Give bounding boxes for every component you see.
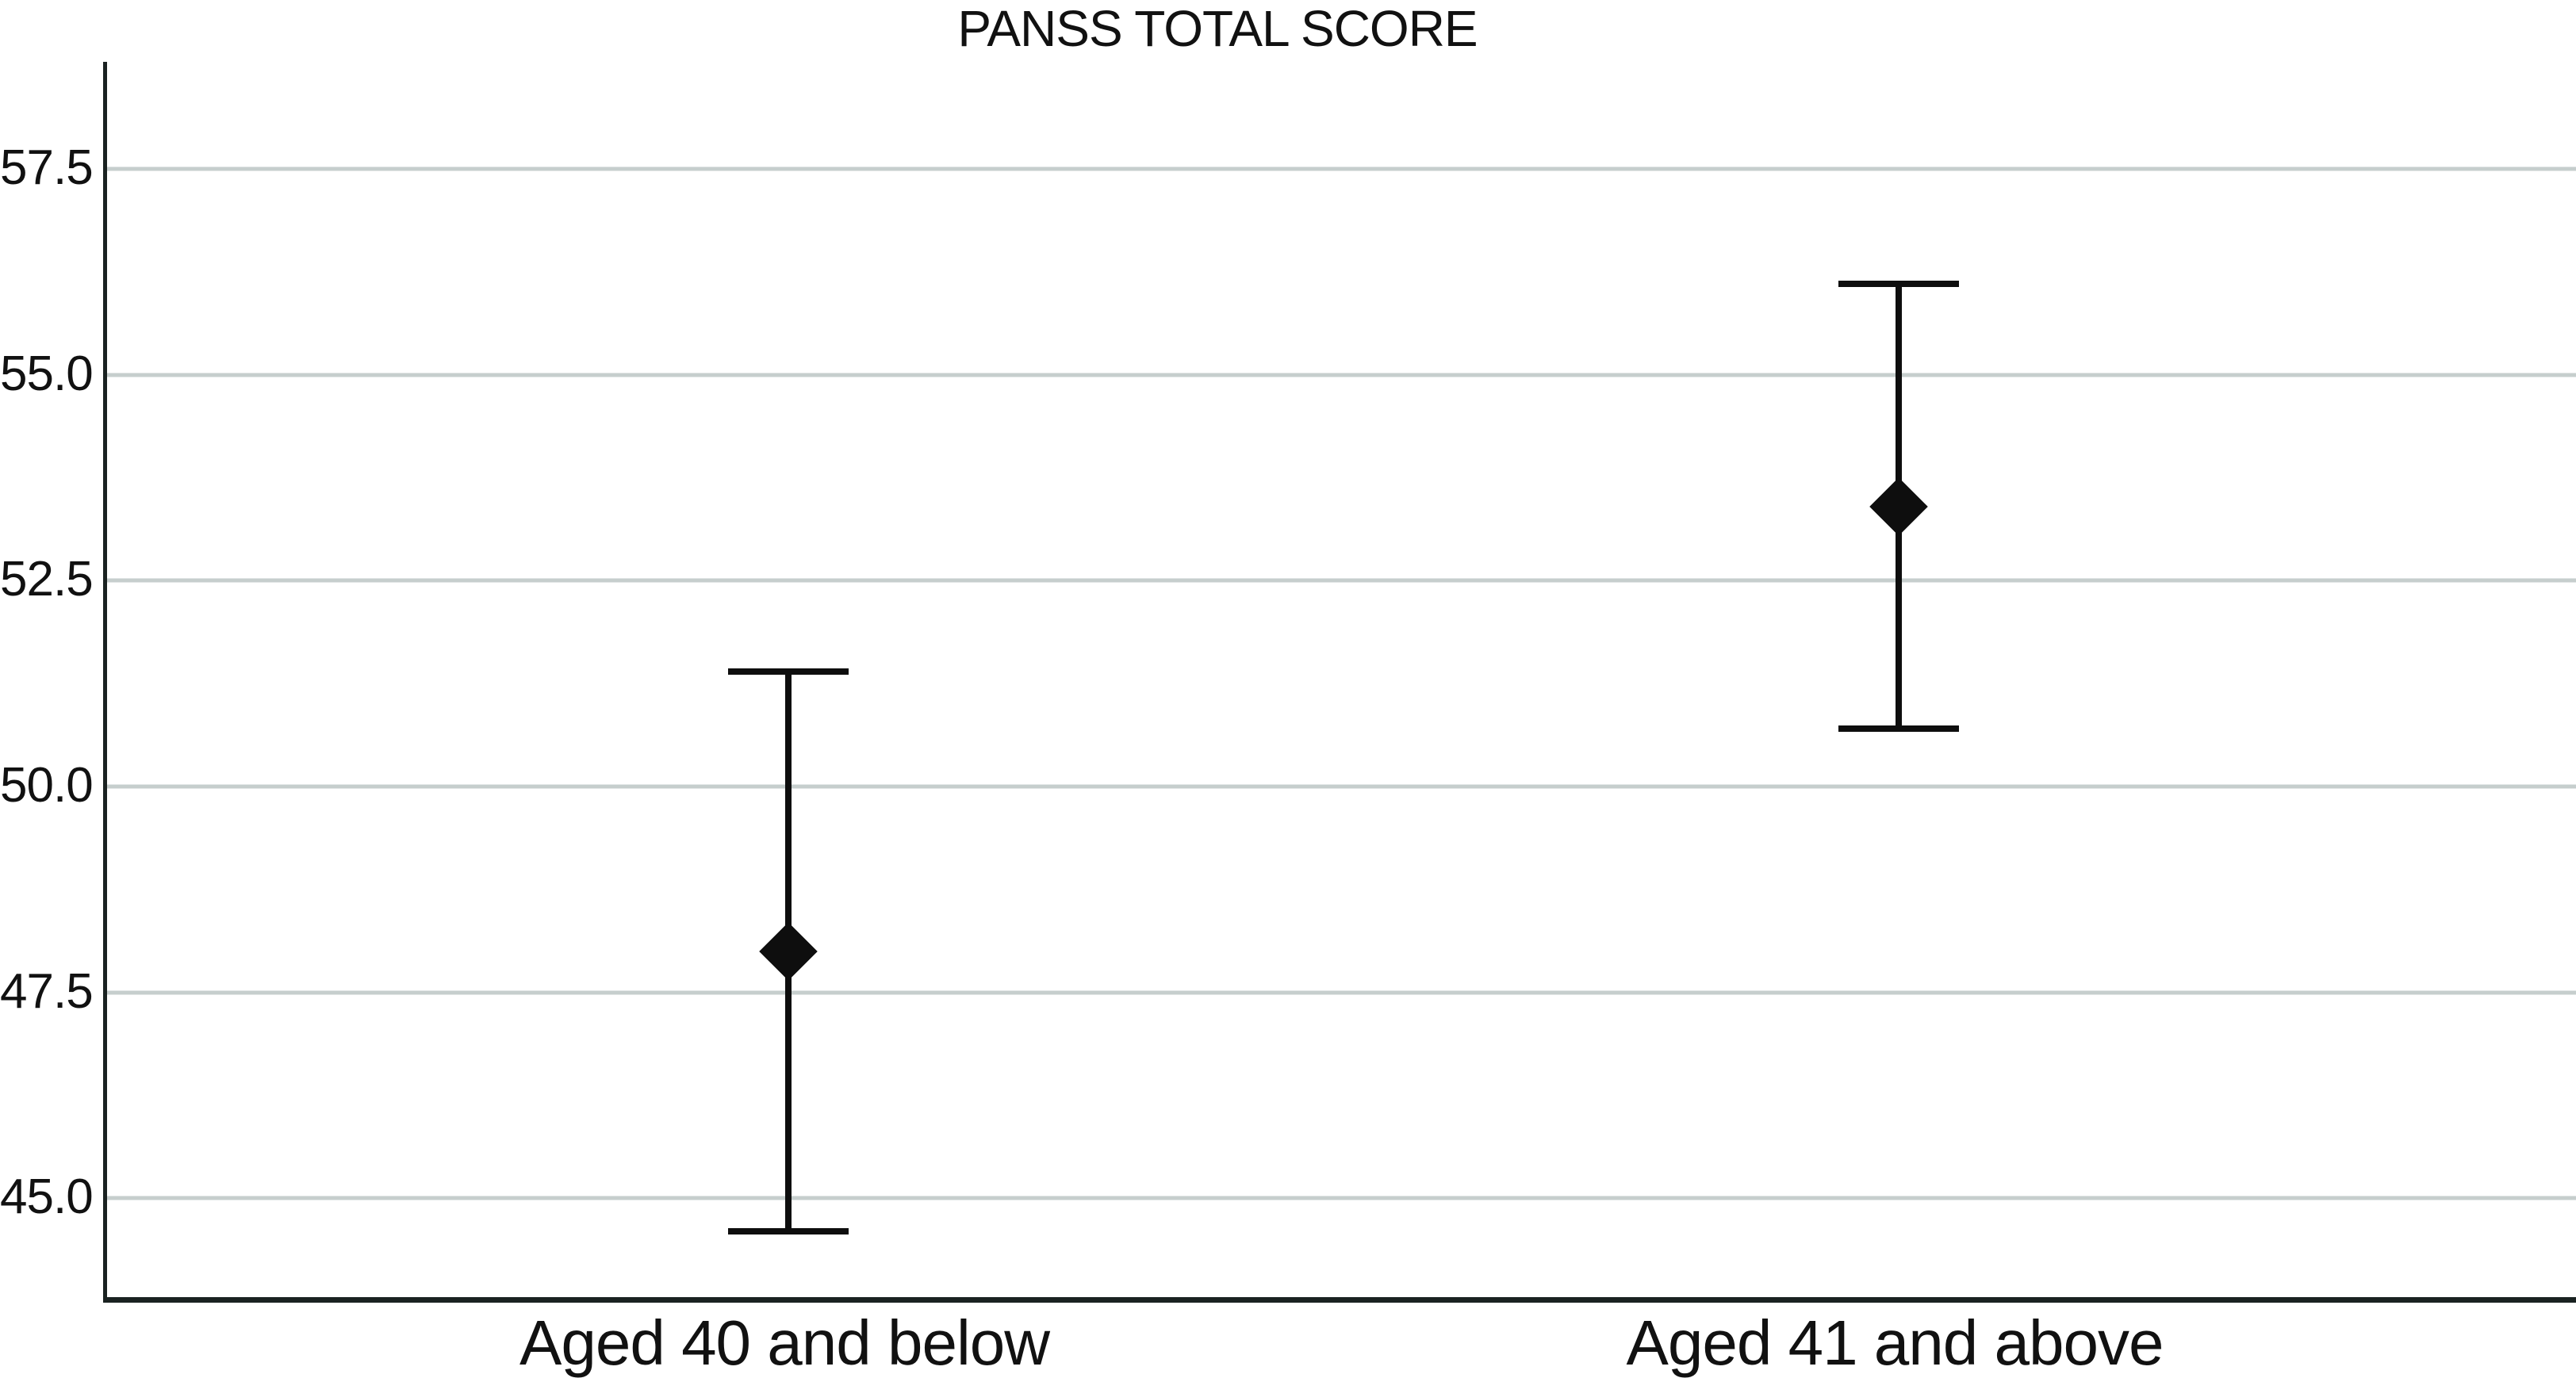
gridline [107, 784, 2576, 789]
y-tick-label: 45.0 [0, 1169, 94, 1225]
error-bar-cap [728, 1227, 849, 1234]
y-tick-label: 57.5 [0, 140, 94, 195]
gridline [107, 167, 2576, 171]
gridline [107, 373, 2576, 377]
error-bar-cap [728, 668, 849, 675]
chart-title: PANSS TOTAL SCORE [957, 0, 1478, 57]
x-category-label: Aged 41 and above [1626, 1307, 2164, 1378]
gridline [107, 578, 2576, 583]
plot-area [103, 62, 2576, 1303]
gridline [107, 1196, 2576, 1200]
y-tick-label: 47.5 [0, 963, 94, 1019]
error-bar-cap [1838, 281, 1959, 288]
mean-diamond-marker [1869, 477, 1928, 536]
y-tick-label: 52.5 [0, 552, 94, 607]
gridline [107, 990, 2576, 995]
error-bar-cap [1838, 725, 1959, 733]
mean-diamond-marker [759, 921, 818, 981]
y-tick-label: 55.0 [0, 346, 94, 401]
y-tick-label: 50.0 [0, 757, 94, 813]
x-category-label: Aged 40 and below [519, 1307, 1050, 1378]
